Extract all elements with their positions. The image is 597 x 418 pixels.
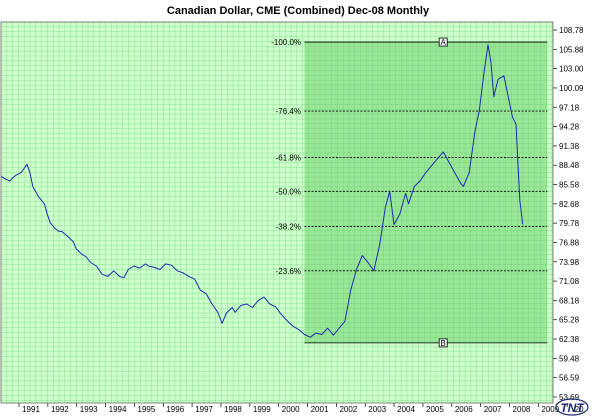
y-tick-label: 108.78 (559, 26, 584, 35)
y-tick-label: 85.58 (559, 181, 580, 190)
x-tick-label: 2006 (455, 405, 473, 414)
plot-frame (0, 21, 554, 404)
y-tick-label: 56.59 (559, 374, 580, 383)
y-tick-label: 88.48 (559, 161, 580, 170)
y-tick-label: 97.18 (559, 103, 580, 112)
fib-level-label: -38.2% (276, 223, 301, 232)
x-tick-label: 2004 (397, 405, 415, 414)
x-tick-label: 20 (575, 405, 584, 414)
x-tick-label: 1994 (109, 405, 127, 414)
series-layer (0, 44, 524, 338)
x-tick-label: 2000 (282, 405, 300, 414)
x-tick-label: 1998 (224, 405, 242, 414)
marker-label: A (441, 38, 447, 47)
x-axis-ticks: 1991 1992 1993 1994 1995 1996 1997 1998 1999 2000… (18, 403, 584, 414)
grid-lines (0, 21, 553, 403)
marker-box (438, 338, 448, 348)
x-tick-label: 2005 (426, 405, 444, 414)
markers-layer: AB (438, 37, 448, 348)
x-tick-label: 1996 (166, 405, 184, 414)
x-tick-label: 1993 (80, 405, 98, 414)
fib-level-label: -100.0% (271, 38, 301, 47)
price-series-line (0, 44, 524, 338)
y-axis-ticks: 108.78 105.88 103.00 100.09 97.18 94.28 91.38 8… (553, 26, 584, 402)
x-tick-label: 1992 (51, 405, 69, 414)
fib-level-label: -50.0% (276, 187, 301, 196)
x-tick-label: 2009 (541, 405, 559, 414)
logo-swoosh-icon (555, 398, 589, 416)
chart-title: Canadian Dollar, CME (Combined) Dec-08 M… (167, 5, 430, 17)
tnt-logo: TNT (555, 398, 589, 416)
y-tick-label: 82.68 (559, 200, 580, 209)
x-tick-label: 2001 (311, 405, 329, 414)
y-tick-label: 105.88 (559, 45, 584, 54)
y-tick-label: 65.28 (559, 316, 580, 325)
y-tick-label: 100.09 (559, 84, 584, 93)
fib-level-label: -61.8% (276, 153, 301, 162)
y-tick-label: 103.00 (559, 65, 584, 74)
y-tick-label: 91.38 (559, 142, 580, 151)
y-tick-label: 76.88 (559, 238, 580, 247)
x-tick-label: 1995 (138, 405, 156, 414)
y-tick-label: 94.28 (559, 123, 580, 132)
x-tick-label: 2003 (368, 405, 386, 414)
x-tick-label: 2002 (339, 405, 357, 414)
logo-text: TNT (560, 401, 585, 415)
y-tick-label: 73.98 (559, 258, 580, 267)
x-tick-label: 1991 (22, 405, 40, 414)
marker-box (438, 37, 448, 47)
fibonacci-levels: -100.0% -76.4% -61.8% -50.0% -38.2% -23.6% (271, 38, 548, 344)
x-tick-label: 1999 (253, 405, 271, 414)
highlight-region (304, 42, 548, 343)
fib-level-label: -23.6% (276, 267, 301, 276)
y-tick-label: 79.78 (559, 219, 580, 228)
x-tick-label: 2008 (513, 405, 531, 414)
x-tick-label: 2007 (484, 405, 502, 414)
marker-label: B (441, 339, 446, 348)
x-tick-label: 1997 (195, 405, 213, 414)
y-tick-label: 68.18 (559, 296, 580, 305)
fib-level-label: -76.4% (276, 107, 301, 116)
y-tick-label: 62.38 (559, 335, 580, 344)
y-tick-label: 53.69 (559, 393, 580, 402)
y-tick-label: 71.08 (559, 277, 580, 286)
y-tick-label: 59.48 (559, 354, 580, 363)
